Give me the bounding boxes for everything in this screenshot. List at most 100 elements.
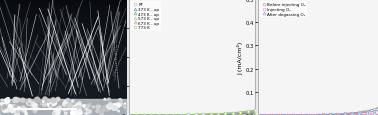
- 773 K: [208, 113, 213, 115]
- 473 K - up: [245, 112, 250, 114]
- After degassing O₂: [299, 114, 304, 115]
- Circle shape: [56, 107, 61, 112]
- Circle shape: [36, 104, 37, 106]
- Circle shape: [18, 107, 20, 108]
- Legend: RT, 373 K - up, 473 K - up, 573 K - up, 673 K - up, 773 K: RT, 373 K - up, 473 K - up, 573 K - up, …: [131, 2, 161, 31]
- Circle shape: [35, 97, 40, 102]
- 773 K: [231, 112, 235, 113]
- Circle shape: [47, 102, 53, 107]
- Circle shape: [20, 99, 24, 102]
- Injecting O₂: [256, 114, 260, 115]
- 573 K - up: [208, 114, 213, 115]
- 373 K - up: [164, 114, 168, 115]
- 573 K - up: [178, 114, 183, 115]
- Circle shape: [28, 99, 31, 102]
- 373 K - up: [223, 114, 228, 115]
- RT: [201, 114, 205, 115]
- Before injecting O₂: [328, 113, 333, 115]
- Circle shape: [66, 112, 69, 114]
- 773 K: [186, 114, 191, 115]
- 373 K - up: [134, 114, 138, 115]
- 673 K - up: [208, 114, 213, 115]
- Circle shape: [57, 99, 59, 101]
- After degassing O₂: [256, 114, 260, 115]
- 573 K - up: [201, 114, 205, 115]
- After degassing O₂: [342, 113, 347, 114]
- 373 K - up: [186, 114, 191, 115]
- Circle shape: [58, 106, 61, 109]
- Injecting O₂: [321, 114, 325, 115]
- Circle shape: [66, 109, 69, 111]
- Circle shape: [104, 105, 108, 108]
- Circle shape: [87, 110, 91, 114]
- Circle shape: [76, 107, 80, 110]
- Injecting O₂: [328, 114, 333, 115]
- Before injecting O₂: [364, 110, 369, 111]
- Circle shape: [50, 105, 52, 106]
- 773 K: [178, 114, 183, 115]
- 673 K - up: [134, 114, 138, 115]
- Circle shape: [87, 105, 90, 107]
- Circle shape: [2, 108, 7, 112]
- Circle shape: [73, 101, 76, 104]
- Circle shape: [78, 108, 80, 110]
- Circle shape: [84, 109, 90, 114]
- Circle shape: [20, 109, 22, 111]
- Circle shape: [105, 109, 109, 112]
- 673 K - up: [141, 114, 146, 115]
- Circle shape: [83, 110, 85, 112]
- 773 K: [194, 114, 198, 115]
- 473 K - up: [186, 114, 191, 115]
- Circle shape: [31, 106, 35, 110]
- 573 K - up: [216, 113, 220, 115]
- 473 K - up: [223, 113, 228, 115]
- Circle shape: [73, 100, 74, 101]
- After degassing O₂: [364, 112, 369, 113]
- Before injecting O₂: [342, 113, 347, 114]
- After degassing O₂: [306, 114, 311, 115]
- 473 K - up: [194, 114, 198, 115]
- After degassing O₂: [357, 112, 362, 114]
- 573 K - up: [164, 114, 168, 115]
- Circle shape: [63, 109, 65, 111]
- RT: [216, 114, 220, 115]
- 773 K: [223, 112, 228, 114]
- Circle shape: [118, 110, 119, 112]
- Before injecting O₂: [335, 113, 340, 115]
- 773 K: [141, 114, 146, 115]
- Circle shape: [6, 98, 9, 100]
- Circle shape: [56, 98, 60, 101]
- Circle shape: [28, 103, 30, 104]
- Circle shape: [74, 107, 76, 109]
- RT: [223, 114, 228, 115]
- 773 K: [171, 114, 176, 115]
- Injecting O₂: [270, 114, 274, 115]
- Circle shape: [108, 103, 113, 107]
- 673 K - up: [216, 113, 220, 115]
- 673 K - up: [164, 114, 168, 115]
- 473 K - up: [156, 114, 161, 115]
- Circle shape: [107, 98, 110, 101]
- Circle shape: [79, 109, 81, 111]
- Circle shape: [2, 103, 7, 108]
- 373 K - up: [178, 114, 183, 115]
- 573 K - up: [141, 114, 146, 115]
- Circle shape: [25, 113, 27, 115]
- Circle shape: [99, 106, 101, 107]
- Injecting O₂: [263, 114, 267, 115]
- Circle shape: [25, 99, 28, 101]
- 573 K - up: [149, 114, 153, 115]
- Injecting O₂: [299, 114, 304, 115]
- 673 K - up: [156, 114, 161, 115]
- Circle shape: [64, 101, 68, 104]
- Circle shape: [34, 106, 38, 111]
- Circle shape: [25, 112, 27, 114]
- 373 K - up: [245, 113, 250, 114]
- Circle shape: [71, 100, 74, 102]
- Before injecting O₂: [299, 114, 304, 115]
- Injecting O₂: [306, 114, 311, 115]
- Circle shape: [77, 106, 81, 110]
- 673 K - up: [238, 112, 243, 113]
- Circle shape: [118, 99, 122, 102]
- RT: [127, 114, 131, 115]
